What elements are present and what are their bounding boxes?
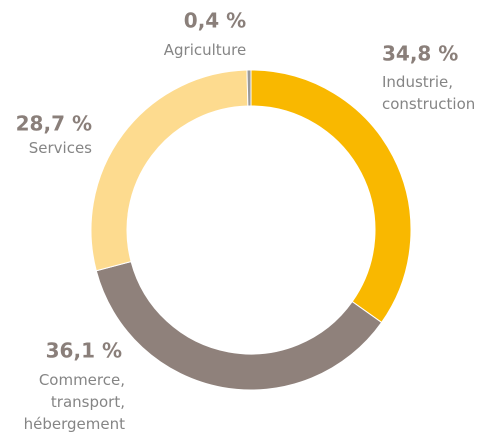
category-label-line: Industrie,: [382, 73, 453, 91]
category-label: Agriculture: [164, 41, 247, 59]
value-label: 34,8 %: [382, 42, 458, 66]
category-label-line: Agriculture: [164, 41, 247, 59]
donut-slice: [246, 69, 252, 107]
value-label: 36,1 %: [46, 339, 122, 363]
donut-slice: [90, 69, 249, 272]
value-label: 28,7 %: [16, 112, 92, 136]
category-label-line: construction: [382, 95, 475, 113]
value-label: 0,4 %: [184, 9, 246, 33]
donut-slice: [95, 260, 383, 391]
category-label-line: Commerce,: [39, 371, 125, 389]
category-label: Services: [29, 139, 92, 157]
category-label-line: Services: [29, 139, 92, 157]
category-label-line: transport,: [51, 393, 125, 411]
category-label: Industrie, construction: [382, 73, 475, 113]
category-label: Commerce, transport, hébergement: [24, 371, 125, 432]
category-label-line: hébergement: [24, 415, 125, 432]
